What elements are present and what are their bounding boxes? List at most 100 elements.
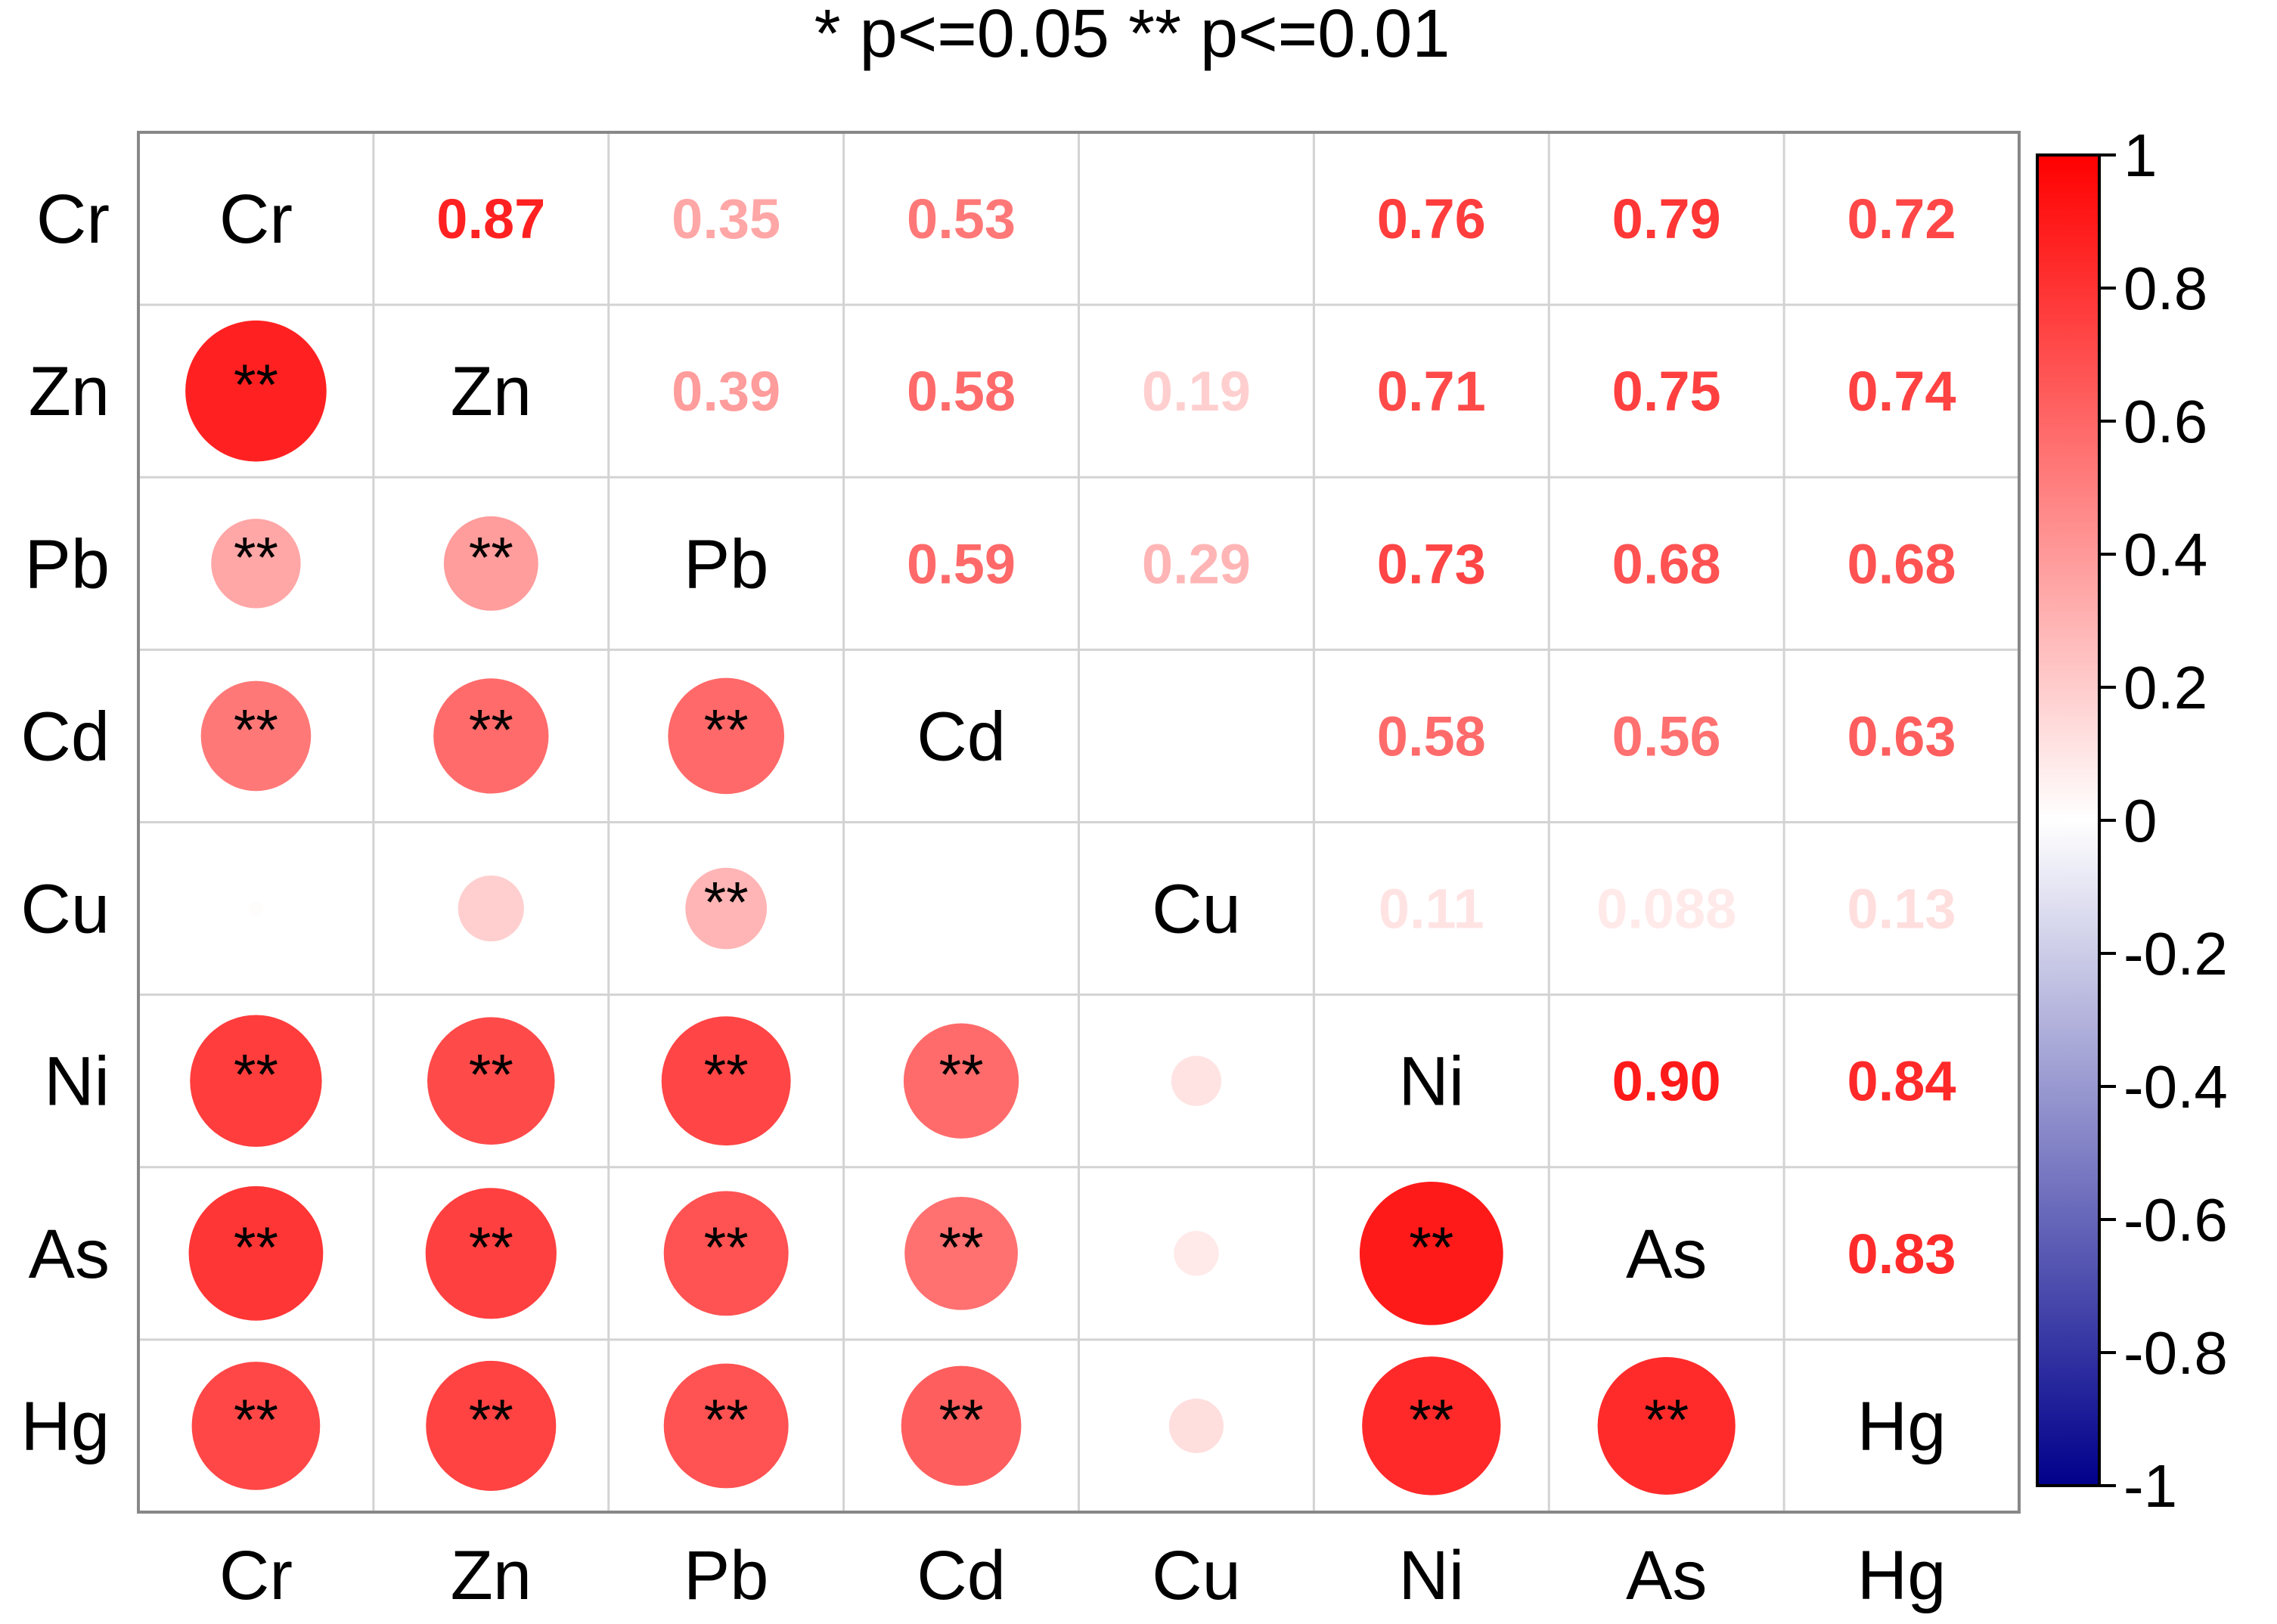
colorbar-tick-label: 0.6: [2123, 388, 2207, 455]
corr-value-cu-as: 0.088: [1596, 878, 1736, 941]
colorbar-tick-label: -0.4: [2123, 1053, 2228, 1120]
corr-value-zn-pb: 0.39: [672, 360, 780, 423]
corr-circle-zn-cr: [185, 320, 327, 462]
column-label-cu: Cu: [1152, 1537, 1241, 1614]
corr-value-cr-zn: 0.87: [436, 188, 545, 250]
significance-mark: **: [234, 1043, 278, 1108]
corr-value-zn-hg: 0.74: [1847, 360, 1956, 423]
significance-mark: **: [469, 1043, 513, 1108]
corr-value-pb-cu: 0.29: [1142, 532, 1251, 595]
corr-value-cd-as: 0.56: [1612, 705, 1721, 767]
colorbar-tick-label: 1: [2123, 122, 2158, 189]
matrix-cells: Cr 0.87 0.35 0.53 0.76 0.79 0.72 ** Zn 0.39 0.58 0.…: [185, 181, 1956, 1495]
significance-mark: **: [234, 698, 278, 762]
column-label-cd: Cd: [917, 1537, 1006, 1614]
colorbar-ticks: 1 0.8 0.6 0.4 0.2 0 -0.2 -0.4 -0.6 -0.8 -1: [2099, 122, 2228, 1520]
diagonal-label-cu: Cu: [1152, 871, 1241, 948]
significance-mark: **: [469, 698, 513, 762]
column-label-zn: Zn: [451, 1537, 532, 1614]
corr-circle-cd-pb: [668, 677, 784, 795]
colorbar-gradient: [2036, 153, 2101, 1487]
corr-value-zn-cd: 0.58: [907, 360, 1016, 423]
corr-circle-ni-zn: [427, 1017, 555, 1145]
corr-circle-cu-pb: [685, 867, 768, 950]
significance-mark: **: [1409, 1388, 1453, 1452]
corr-value-cr-as: 0.79: [1612, 188, 1721, 250]
diagonal-label-pb: Pb: [684, 525, 769, 603]
diagonal-label-hg: Hg: [1857, 1388, 1947, 1465]
row-label-cd: Cd: [20, 698, 110, 775]
corr-circle-as-cr: [188, 1185, 324, 1321]
column-label-hg: Hg: [1857, 1537, 1947, 1614]
diagonal-label-cr: Cr: [219, 181, 293, 258]
row-label-zn: Zn: [29, 353, 110, 430]
row-label-ni: Ni: [44, 1043, 110, 1120]
corr-value-cd-hg: 0.63: [1847, 705, 1956, 767]
corr-circle-hg-ni: [1362, 1356, 1501, 1495]
significance-mark: **: [938, 1216, 983, 1280]
corr-circle-as-cu: [1174, 1231, 1219, 1276]
corr-circle-ni-pb: [661, 1016, 791, 1146]
corr-circle-cu-zn: [458, 875, 524, 942]
diagonal-label-ni: Ni: [1398, 1043, 1464, 1120]
significance-mark: **: [469, 1388, 513, 1452]
corr-value-ni-as: 0.90: [1612, 1050, 1721, 1113]
corr-value-zn-as: 0.75: [1612, 360, 1721, 423]
colorbar-tick-label: 0.4: [2123, 521, 2207, 588]
significance-mark: **: [938, 1388, 983, 1452]
column-label-pb: Pb: [684, 1537, 769, 1614]
row-label-cr: Cr: [36, 181, 110, 258]
corr-value-ni-hg: 0.84: [1847, 1050, 1956, 1113]
corr-value-cd-ni: 0.58: [1377, 705, 1486, 767]
corr-value-pb-as: 0.68: [1612, 532, 1721, 595]
significance-mark: **: [469, 525, 513, 590]
corr-value-cr-cd: 0.53: [907, 188, 1016, 250]
significance-mark: **: [704, 1388, 749, 1452]
corr-circle-cd-zn: [433, 678, 549, 794]
corr-circle-cd-cr: [200, 680, 312, 792]
corr-value-cr-pb: 0.35: [672, 188, 780, 250]
column-labels: Cr Zn Pb Cd Cu Ni As Hg: [219, 1537, 1946, 1614]
corr-value-cr-ni: 0.76: [1377, 188, 1486, 250]
colorbar-tick-label: -0.6: [2123, 1186, 2228, 1254]
corr-circle-hg-as: [1597, 1356, 1736, 1495]
row-label-hg: Hg: [20, 1388, 110, 1465]
colorbar-tick-label: -0.2: [2123, 920, 2228, 987]
matrix-grid: [138, 132, 2019, 1512]
corr-value-cu-ni: 0.11: [1379, 878, 1484, 941]
corr-circle-hg-pb: [663, 1363, 789, 1489]
corr-circle-pb-zn: [443, 516, 538, 611]
column-label-cr: Cr: [219, 1537, 293, 1614]
corr-circle-ni-cr: [190, 1015, 322, 1147]
corr-circle-hg-cd: [901, 1365, 1022, 1486]
corr-circle-cu-cr: [248, 900, 264, 916]
column-label-ni: Ni: [1398, 1537, 1464, 1614]
chart-title: * p<=0.05 ** p<=0.01: [814, 0, 1450, 72]
corr-circle-ni-cd: [903, 1023, 1019, 1139]
diagonal-label-as: As: [1626, 1216, 1707, 1293]
corr-value-pb-hg: 0.68: [1847, 532, 1956, 595]
corr-circle-as-zn: [425, 1188, 557, 1319]
colorbar-tick-label: -1: [2123, 1452, 2177, 1520]
colorbar-tick-label: -0.8: [2123, 1319, 2228, 1387]
corr-value-pb-cd: 0.59: [907, 532, 1016, 595]
corr-value-zn-cu: 0.19: [1142, 360, 1251, 423]
significance-mark: **: [704, 1043, 749, 1108]
column-label-as: As: [1626, 1537, 1707, 1614]
corr-value-pb-ni: 0.73: [1377, 532, 1486, 595]
diagonal-label-cd: Cd: [917, 698, 1006, 775]
colorbar-tick-label: 0: [2123, 787, 2158, 854]
significance-mark: **: [469, 1216, 513, 1280]
significance-mark: **: [234, 525, 278, 590]
corr-value-zn-ni: 0.71: [1377, 360, 1486, 423]
row-label-as: As: [29, 1216, 110, 1293]
corr-circle-pb-cr: [211, 519, 301, 609]
corr-circle-hg-cu: [1168, 1398, 1224, 1453]
significance-mark: **: [704, 698, 749, 762]
corr-circle-hg-cr: [191, 1362, 321, 1490]
corr-circle-as-cd: [904, 1196, 1018, 1310]
corr-circle-as-pb: [663, 1191, 789, 1316]
significance-mark: **: [234, 353, 278, 417]
row-label-pb: Pb: [24, 525, 110, 603]
corr-circle-ni-cu: [1171, 1055, 1222, 1106]
